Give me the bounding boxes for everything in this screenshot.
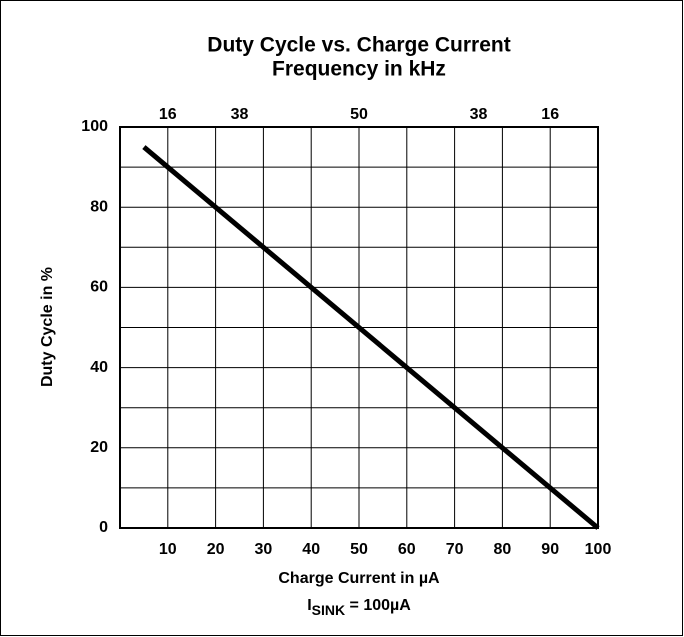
y-tick-label: 0 <box>99 519 108 536</box>
y-tick-label: 100 <box>81 118 108 135</box>
chart-subtitle: Frequency in kHz <box>272 58 446 81</box>
annotation: ISINK = 100µA <box>307 597 411 617</box>
x-tick-label: 90 <box>541 541 559 558</box>
x-tick-label: 20 <box>207 541 225 558</box>
y-tick-label: 80 <box>90 198 108 215</box>
x-tick-label: 60 <box>398 541 416 558</box>
x2-tick-label: 16 <box>541 106 559 123</box>
annotation-sub: SINK <box>312 602 345 618</box>
x-tick-label: 80 <box>494 541 512 558</box>
x-tick-label: 100 <box>585 541 612 558</box>
y-axis-label: Duty Cycle in % <box>39 267 56 387</box>
x2-tick-label: 16 <box>159 106 177 123</box>
x2-tick-label: 38 <box>231 106 249 123</box>
x-tick-label: 70 <box>446 541 464 558</box>
x2-tick-label: 38 <box>470 106 488 123</box>
x-tick-label: 40 <box>302 541 320 558</box>
y-tick-label: 40 <box>90 359 108 376</box>
data-line <box>142 145 600 530</box>
x-tick-label: 10 <box>159 541 177 558</box>
annotation-main: I <box>307 597 311 614</box>
x-axis-label: Charge Current in µA <box>278 570 440 587</box>
x-tick-label: 50 <box>350 541 368 558</box>
chart-title: Duty Cycle vs. Charge Current <box>207 34 510 57</box>
x-tick-label: 30 <box>255 541 273 558</box>
plot-border <box>119 126 599 529</box>
y-tick-label: 60 <box>90 279 108 296</box>
x2-tick-label: 50 <box>350 106 368 123</box>
y-tick-label: 20 <box>90 439 108 456</box>
annotation-rest: = 100µA <box>345 597 411 614</box>
